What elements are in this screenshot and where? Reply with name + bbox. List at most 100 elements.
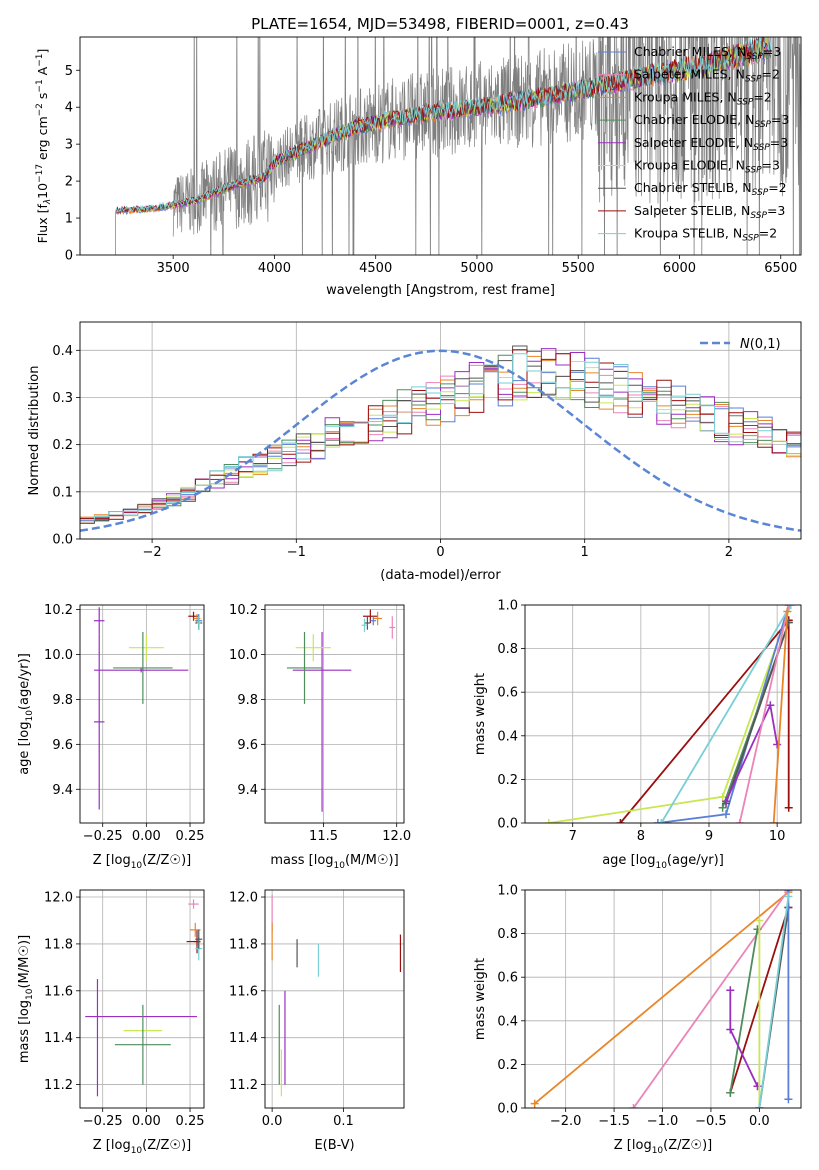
- weight-line: [772, 611, 789, 823]
- legend-label: Chabrier ELODIE, NSSP=3: [634, 112, 789, 130]
- chart-spectrum: 3500 4000 4500 5000 5500 6000 6500 0 1 2 3 4 5 Chabri…: [35, 36, 802, 298]
- legend-label: Chabrier MILES, NSSP=3: [634, 44, 781, 62]
- weight-marker: [629, 1104, 638, 1108]
- y-tick-label: 0.2: [497, 1058, 518, 1073]
- weight-marker: [718, 792, 727, 801]
- y-tick-label: 2: [65, 175, 73, 190]
- axes-frame: [264, 889, 405, 1109]
- y-tick-label: 0.4: [497, 729, 518, 744]
- y-tick-label: 0.2: [497, 773, 518, 788]
- legend-label: Kroupa ELODIE, NSSP=3: [634, 158, 780, 176]
- x-tick-label: 10: [769, 829, 786, 844]
- chart-weight-vs-age: 7 8 9 10 0.0 0.2 0.4 0.6 0.8 1.0 age [log10(age/yr…: [473, 599, 802, 871]
- weight-line: [548, 605, 792, 823]
- y-axis-label: mass weight: [473, 958, 488, 1040]
- weight-marker: [784, 892, 793, 901]
- model-spectrum-line: [114, 37, 771, 255]
- y-axis-label: Normed distribution: [27, 366, 42, 496]
- x-axis-label: (data-model)/error: [380, 568, 501, 583]
- weight-line: [758, 896, 790, 1108]
- y-tick-label: 4: [65, 101, 73, 116]
- weight-marker: [735, 819, 744, 823]
- x-tick-label: 12.0: [382, 829, 411, 844]
- chart-residuals: −2 −1 0 1 2 0.0 0.1 0.2 0.3 0.4 N(0,1) (data-model)…: [27, 321, 802, 583]
- weight-marker: [766, 701, 775, 710]
- legend-label: Salpeter MILES, NSSP=2: [634, 67, 780, 85]
- axes-frame: [264, 604, 405, 824]
- plot-area: [93, 607, 203, 810]
- weight-marker: [722, 810, 731, 819]
- legend-label: Kroupa MILES, NSSP=2: [634, 89, 772, 107]
- weight-marker: [784, 1095, 793, 1104]
- axes-frame: [79, 321, 802, 540]
- weight-marker: [718, 803, 727, 812]
- residual-histogram: [80, 345, 801, 528]
- y-tick-label: 1: [65, 212, 73, 227]
- y-tick-label: 10.2: [44, 603, 73, 618]
- chart-mass-vs-EBV: 0.0 0.1 11.2 11.4 11.6 11.8 12.0 E(B-V): [229, 889, 405, 1153]
- axes-frame: [79, 889, 205, 1109]
- x-tick-label: 4000: [258, 261, 291, 276]
- x-tick-label: 2: [725, 545, 733, 560]
- x-tick-label: −1.5: [598, 1114, 630, 1129]
- y-axis-label: Flux [fλ10−17 erg cm−2 s−1 A−1]: [35, 49, 53, 244]
- weight-marker: [616, 819, 625, 823]
- weight-line: [660, 605, 792, 823]
- y-tick-label: 11.8: [44, 937, 73, 952]
- legend-label: Salpeter ELODIE, NSSP=3: [634, 135, 788, 153]
- y-tick-label: 12.0: [44, 891, 73, 906]
- x-tick-label: 3500: [157, 261, 190, 276]
- weight-marker: [530, 1099, 539, 1108]
- weight-marker: [653, 819, 662, 823]
- x-tick-label: −0.5: [695, 1114, 727, 1129]
- y-tick-label: 1.0: [497, 599, 518, 614]
- y-tick-label: 12.0: [229, 891, 258, 906]
- legend-label: Kroupa STELIB, NSSP=2: [634, 226, 777, 244]
- x-axis-label: Z [log10(Z/Z☉)]: [614, 1138, 712, 1156]
- weight-line: [729, 929, 759, 1093]
- x-tick-label: −1.0: [647, 1114, 679, 1129]
- legend-label: Chabrier STELIB, NSSP=2: [634, 180, 787, 198]
- weight-marker: [786, 605, 795, 609]
- plot-area: [85, 899, 203, 1097]
- x-tick-label: 7: [569, 829, 577, 844]
- y-tick-label: 9.4: [52, 783, 73, 798]
- y-tick-label: 0.8: [497, 642, 518, 657]
- y-tick-label: 0.1: [52, 485, 73, 500]
- y-tick-label: 0.6: [497, 971, 518, 986]
- x-tick-label: 5500: [562, 261, 595, 276]
- weight-marker: [726, 1088, 735, 1097]
- x-tick-label: −0.25: [83, 1114, 123, 1129]
- x-axis-label: mass [log10(M/M☉)]: [270, 853, 398, 871]
- y-tick-label: 11.4: [44, 1031, 73, 1046]
- x-tick-label: 0.1: [333, 1114, 354, 1129]
- x-tick-label: −0.25: [83, 829, 123, 844]
- weight-line: [534, 891, 789, 1105]
- x-tick-label: 4500: [359, 261, 392, 276]
- weight-marker: [784, 803, 793, 812]
- plot-area: [114, 37, 801, 255]
- x-tick-label: 0.0: [262, 1114, 283, 1129]
- y-tick-label: 11.2: [44, 1078, 73, 1093]
- chart-mass-vs-Z: −0.25 0.00 0.25 11.2 11.4 11.6 11.8 12.0 Z [log1…: [17, 889, 205, 1156]
- y-tick-label: 0.4: [497, 1014, 518, 1029]
- axes-frame: [524, 604, 802, 824]
- figure-title: PLATE=1654, MJD=53498, FIBERID=0001, z=0…: [251, 15, 629, 33]
- y-tick-label: 9.8: [237, 693, 258, 708]
- plot-area: [80, 345, 801, 532]
- residual-histogram: [80, 351, 801, 528]
- chart-weight-vs-Z: −2.0 −1.5 −1.0 −0.5 0.0 0.0 0.2 0.4 0.6 0.8 1.0 Z […: [473, 884, 802, 1156]
- y-tick-label: 10.0: [44, 648, 73, 663]
- weight-line: [632, 890, 790, 1108]
- x-axis-label: Z [log10(Z/Z☉)]: [93, 1138, 191, 1156]
- y-axis-label: age [log10(age/yr)]: [17, 653, 35, 775]
- x-tick-label: 11.5: [309, 829, 338, 844]
- weight-line: [738, 605, 790, 823]
- weight-marker: [544, 819, 553, 823]
- y-tick-label: 10.0: [229, 648, 258, 663]
- weight-marker: [657, 819, 666, 823]
- plot-area: [271, 894, 402, 1097]
- x-tick-label: 8: [637, 829, 645, 844]
- weight-marker: [783, 607, 792, 616]
